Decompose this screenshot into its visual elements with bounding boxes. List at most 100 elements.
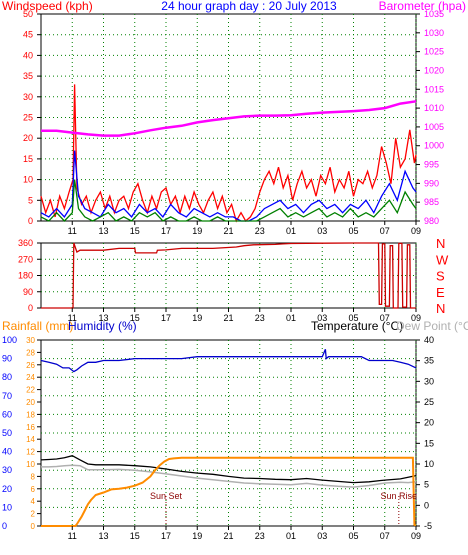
x-tick-label: 01 <box>286 313 296 323</box>
temperature-tick-label: -5 <box>424 521 432 531</box>
rainfall-tick-label: 30 <box>26 336 35 345</box>
x-tick-label: 23 <box>255 531 265 541</box>
windspeed-line <box>40 84 417 223</box>
x-tick-label: 15 <box>130 313 140 323</box>
rainfall-tick-label: 8 <box>31 472 36 481</box>
compass-label: E <box>436 285 445 300</box>
windspeed-tick-label: 30 <box>23 92 33 102</box>
humidity-tick-label: 20 <box>2 484 12 494</box>
dewpoint-axis-title: Dew Point (°C) <box>396 319 468 333</box>
direction-tick-label: 90 <box>23 287 33 297</box>
rainfall-tick-label: 26 <box>26 361 35 370</box>
humidity-tick-label: 100 <box>2 335 17 345</box>
x-tick-label: 11 <box>68 531 77 541</box>
direction-tick-label: 180 <box>18 271 33 281</box>
x-tick-label: 23 <box>255 226 265 236</box>
windspeed-tick-label: 35 <box>23 71 33 81</box>
humidity-tick-label: 60 <box>2 409 12 419</box>
barometer-line <box>41 100 417 137</box>
x-tick-label: 17 <box>161 531 171 541</box>
humidity-tick-label: 30 <box>2 465 12 475</box>
direction-tick-label: 270 <box>18 254 33 264</box>
rainfall-tick-label: 4 <box>31 497 36 506</box>
barometer-tick-label: 990 <box>424 178 439 188</box>
windspeed-tick-label: 25 <box>23 113 33 123</box>
graph-title: 24 hour graph day : 20 July 2013 <box>161 0 337 13</box>
temperature-tick-label: 20 <box>424 418 434 428</box>
x-tick-label: 21 <box>223 226 233 236</box>
gust-line <box>40 150 417 222</box>
rainfall-tick-label: 28 <box>26 348 35 357</box>
x-tick-label: 13 <box>98 226 108 236</box>
windspeed-tick-label: 45 <box>23 30 33 40</box>
direction-tick-label: 0 <box>28 303 33 313</box>
x-tick-label: 01 <box>286 531 296 541</box>
windspeed-axis-title: Windspeed (kph) <box>2 0 93 13</box>
compass-label: W <box>436 252 449 267</box>
windspeed-tick-label: 0 <box>28 216 33 226</box>
barometer-tick-label: 985 <box>424 197 439 207</box>
barometer-tick-label: 1020 <box>424 65 444 75</box>
direction-tick-label: 360 <box>18 238 33 248</box>
x-tick-label: 19 <box>192 531 202 541</box>
windspeed-tick-label: 5 <box>28 195 33 205</box>
x-tick-label: 13 <box>98 531 108 541</box>
rainfall-line <box>41 456 417 527</box>
x-tick-label: 03 <box>317 531 327 541</box>
rainfall-tick-label: 18 <box>26 410 35 419</box>
temperature-tick-label: 15 <box>424 438 434 448</box>
rainfall-tick-label: 22 <box>26 386 35 395</box>
sun-annotation: Sun Rise <box>381 491 418 501</box>
x-tick-label: 23 <box>255 313 265 323</box>
temperature-tick-label: 10 <box>424 459 434 469</box>
windspeed-tick-label: 15 <box>23 154 33 164</box>
humidity-tick-label: 50 <box>2 428 12 438</box>
barometer-axis-title: Barometer (hpa) <box>379 0 466 13</box>
x-tick-label: 21 <box>223 313 233 323</box>
x-tick-label: 15 <box>130 531 140 541</box>
x-tick-label: 19 <box>192 226 202 236</box>
humidity-tick-label: 90 <box>2 354 12 364</box>
x-tick-label: 11 <box>68 313 77 323</box>
rainfall-tick-label: 12 <box>26 448 35 457</box>
barometer-tick-label: 1035 <box>424 9 444 19</box>
compass-label: S <box>436 269 445 284</box>
barometer-tick-label: 1005 <box>424 122 444 132</box>
x-tick-label: 07 <box>380 226 390 236</box>
x-tick-label: 09 <box>411 313 421 323</box>
barometer-tick-label: 1015 <box>424 84 444 94</box>
windspeed-tick-label: 40 <box>23 50 33 60</box>
compass-label: N <box>436 236 445 251</box>
temperature-tick-label: 25 <box>424 397 434 407</box>
temperature-tick-label: 0 <box>424 500 429 510</box>
x-tick-label: 15 <box>130 226 140 236</box>
x-tick-label: 05 <box>348 226 358 236</box>
humidity-tick-label: 40 <box>2 447 12 457</box>
barometer-tick-label: 995 <box>424 160 439 170</box>
sun-annotation: Sun Set <box>150 491 183 501</box>
rainfall-tick-label: 14 <box>26 435 35 444</box>
x-tick-label: 09 <box>411 531 421 541</box>
temperature-axis-title: Temperature (°C) <box>311 319 403 333</box>
dewpoint-line <box>41 464 417 488</box>
rainfall-tick-label: 10 <box>26 460 35 469</box>
temperature-tick-label: 40 <box>424 335 434 345</box>
rainfall-tick-label: 6 <box>31 485 36 494</box>
rainfall-tick-label: 0 <box>31 522 36 531</box>
x-tick-label: 05 <box>348 531 358 541</box>
humidity-axis-title: Humidity (%) <box>68 319 137 333</box>
windspeed-tick-label: 10 <box>23 175 33 185</box>
x-tick-label: 07 <box>380 313 390 323</box>
x-tick-label: 21 <box>223 531 233 541</box>
humidity-tick-label: 80 <box>2 372 12 382</box>
rainfall-tick-label: 20 <box>26 398 35 407</box>
x-tick-label: 03 <box>317 226 327 236</box>
windspeed-tick-label: 50 <box>23 9 33 19</box>
barometer-tick-label: 1000 <box>424 141 444 151</box>
x-tick-label: 03 <box>317 313 327 323</box>
rainfall-tick-label: 16 <box>26 423 35 432</box>
humidity-line <box>40 349 417 373</box>
barometer-tick-label: 980 <box>424 216 439 226</box>
windspeed-tick-label: 20 <box>23 133 33 143</box>
humidity-tick-label: 0 <box>2 521 7 531</box>
